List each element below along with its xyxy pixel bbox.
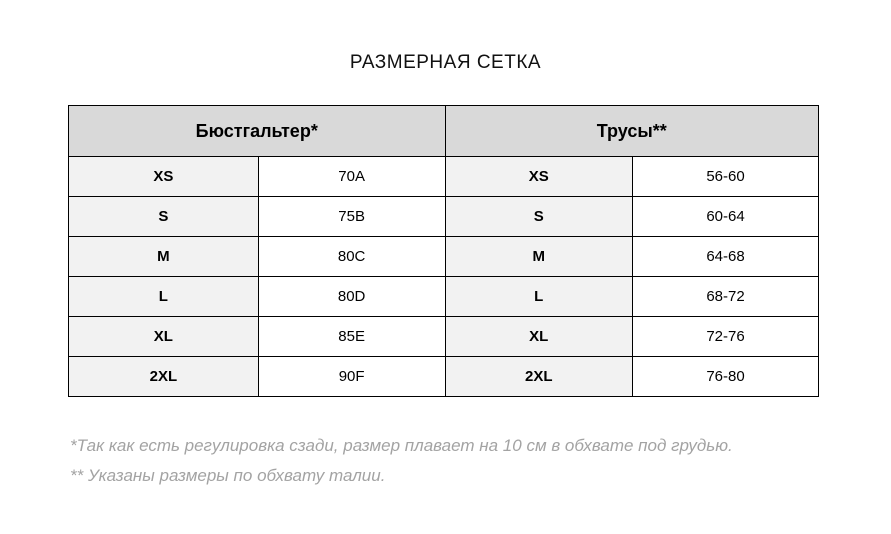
table-row: XS 70A XS 56-60 <box>68 156 819 197</box>
table-header-panties: Трусы** <box>444 105 819 157</box>
bra-size-cell: XL <box>68 316 259 357</box>
bra-value-cell: 75B <box>257 196 446 237</box>
table-row: 2XL 90F 2XL 76-80 <box>68 356 819 397</box>
table-row: S 75B S 60-64 <box>68 196 819 237</box>
bra-size-cell: M <box>68 236 259 277</box>
size-chart-table: Бюстгальтер* Трусы** XS 70A XS 56-60 S 7… <box>68 105 819 397</box>
bra-value-cell: 85E <box>257 316 446 357</box>
table-header-bra: Бюстгальтер* <box>68 105 446 157</box>
panties-size-cell: XL <box>444 316 633 357</box>
panties-value-cell: 72-76 <box>632 316 819 357</box>
footnote-bra: *Так как есть регулировка сзади, размер … <box>70 436 733 455</box>
footnote-panties: ** Указаны размеры по обхвату талии. <box>70 466 386 485</box>
page-title: РАЗМЕРНАЯ СЕТКА <box>349 52 542 73</box>
bra-value-cell: 90F <box>257 356 446 397</box>
table-row: XL 85E XL 72-76 <box>68 316 819 357</box>
bra-value-cell: 70A <box>257 156 446 197</box>
panties-size-cell: S <box>444 196 633 237</box>
bra-size-cell: XS <box>68 156 259 197</box>
panties-value-cell: 60-64 <box>632 196 819 237</box>
panties-value-cell: 56-60 <box>632 156 819 197</box>
bra-size-cell: 2XL <box>68 356 259 397</box>
table-row: M 80C M 64-68 <box>68 236 819 277</box>
panties-size-cell: L <box>444 276 633 317</box>
table-row: L 80D L 68-72 <box>68 276 819 317</box>
table-header-row: Бюстгальтер* Трусы** <box>68 105 819 157</box>
bra-size-cell: L <box>68 276 259 317</box>
panties-size-cell: XS <box>444 156 633 197</box>
panties-size-cell: 2XL <box>444 356 633 397</box>
panties-value-cell: 76-80 <box>632 356 819 397</box>
bra-size-cell: S <box>68 196 259 237</box>
panties-size-cell: M <box>444 236 633 277</box>
panties-value-cell: 64-68 <box>632 236 819 277</box>
panties-value-cell: 68-72 <box>632 276 819 317</box>
footnotes: *Так как есть регулировка сзади, размер … <box>70 431 830 491</box>
bra-value-cell: 80D <box>257 276 446 317</box>
bra-value-cell: 80C <box>257 236 446 277</box>
